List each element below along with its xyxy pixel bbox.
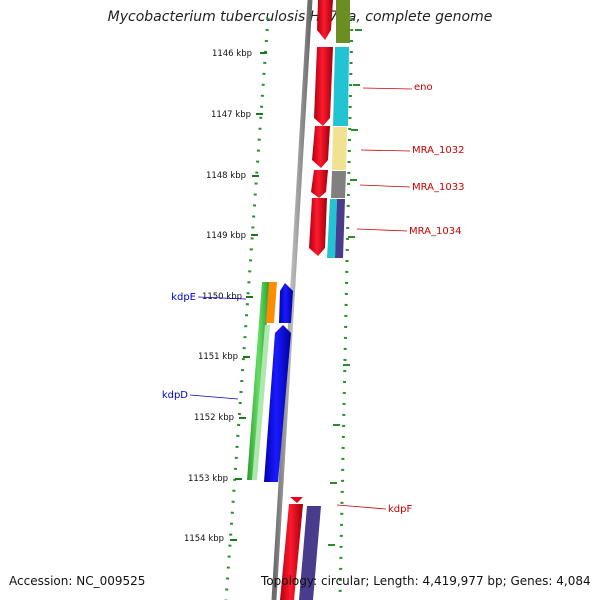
leader-line xyxy=(356,228,408,232)
forward-cds-group-lower xyxy=(280,497,321,600)
outer-dotted-ring xyxy=(224,17,354,600)
gene-label-mra1032: MRA_1032 xyxy=(412,145,464,156)
cog-box-mra1034a xyxy=(327,199,337,258)
genome-summary-text: Topology: circular; Length: 4,419,977 bp… xyxy=(261,574,591,588)
cog-boxes-upper xyxy=(327,0,350,258)
scale-ticks: 1146 kbp 1147 kbp 1148 kbp 1149 kbp 1150… xyxy=(184,49,267,544)
cog-box-kdpD-light xyxy=(252,325,270,480)
tick-label: 1149 kbp xyxy=(206,231,246,241)
accession-text: Accession: NC_009525 xyxy=(9,574,146,588)
cog-box-eno xyxy=(333,47,349,126)
cog-box xyxy=(336,0,350,43)
leader-line xyxy=(336,504,387,510)
inner-tick-marks xyxy=(328,29,362,546)
cog-box-mra1033 xyxy=(331,171,346,198)
cog-box-kdpD xyxy=(247,282,270,480)
cds-arrow-mra1034 xyxy=(309,198,327,256)
cds-arrow-lower xyxy=(280,504,303,600)
gene-label-kdpF: kdpF xyxy=(388,504,412,515)
gene-label-mra1034: MRA_1034 xyxy=(409,226,461,237)
tick-label: 1154 kbp xyxy=(184,534,224,544)
forward-cds-group-upper xyxy=(309,0,333,256)
cog-box-lower xyxy=(299,506,321,600)
tick-label: 1151 kbp xyxy=(198,352,238,362)
tick-label: 1152 kbp xyxy=(194,413,234,423)
cds-arrow-kdpD xyxy=(264,325,291,482)
cog-box-mra1032 xyxy=(332,127,347,170)
cds-arrow-eno xyxy=(314,47,333,126)
map-title: Mycobacterium tuberculosis H37Ra, comple… xyxy=(107,9,493,25)
gene-label-kdpD: kdpD xyxy=(162,390,188,401)
tick-label: 1150 kbp xyxy=(202,292,242,302)
kdp-operon xyxy=(247,282,293,482)
cds-arrow-mra1033 xyxy=(311,170,328,198)
kdpF-marker xyxy=(290,497,303,503)
leader-line xyxy=(197,296,247,300)
cds-arrow-kdpE xyxy=(279,283,293,323)
leader-line xyxy=(359,184,411,188)
cds-arrow-mra1032 xyxy=(312,126,330,168)
leader-line xyxy=(362,87,413,90)
leader-line xyxy=(189,394,239,400)
gene-label-mra1033: MRA_1033 xyxy=(412,182,464,193)
tick-label: 1148 kbp xyxy=(206,171,246,181)
leader-line xyxy=(360,149,411,152)
gene-labels: eno MRA_1032 MRA_1033 MRA_1034 kdpE kdpD… xyxy=(162,82,465,515)
gene-label-eno: eno xyxy=(414,82,433,93)
tick-label: 1153 kbp xyxy=(188,474,228,484)
tick-label: 1146 kbp xyxy=(212,49,252,59)
cog-box-kdpE xyxy=(266,282,277,323)
gene-label-kdpE: kdpE xyxy=(171,292,196,303)
tick-label: 1147 kbp xyxy=(211,110,251,120)
cds-arrow xyxy=(317,0,333,40)
cog-box-mra1034b xyxy=(335,199,345,258)
